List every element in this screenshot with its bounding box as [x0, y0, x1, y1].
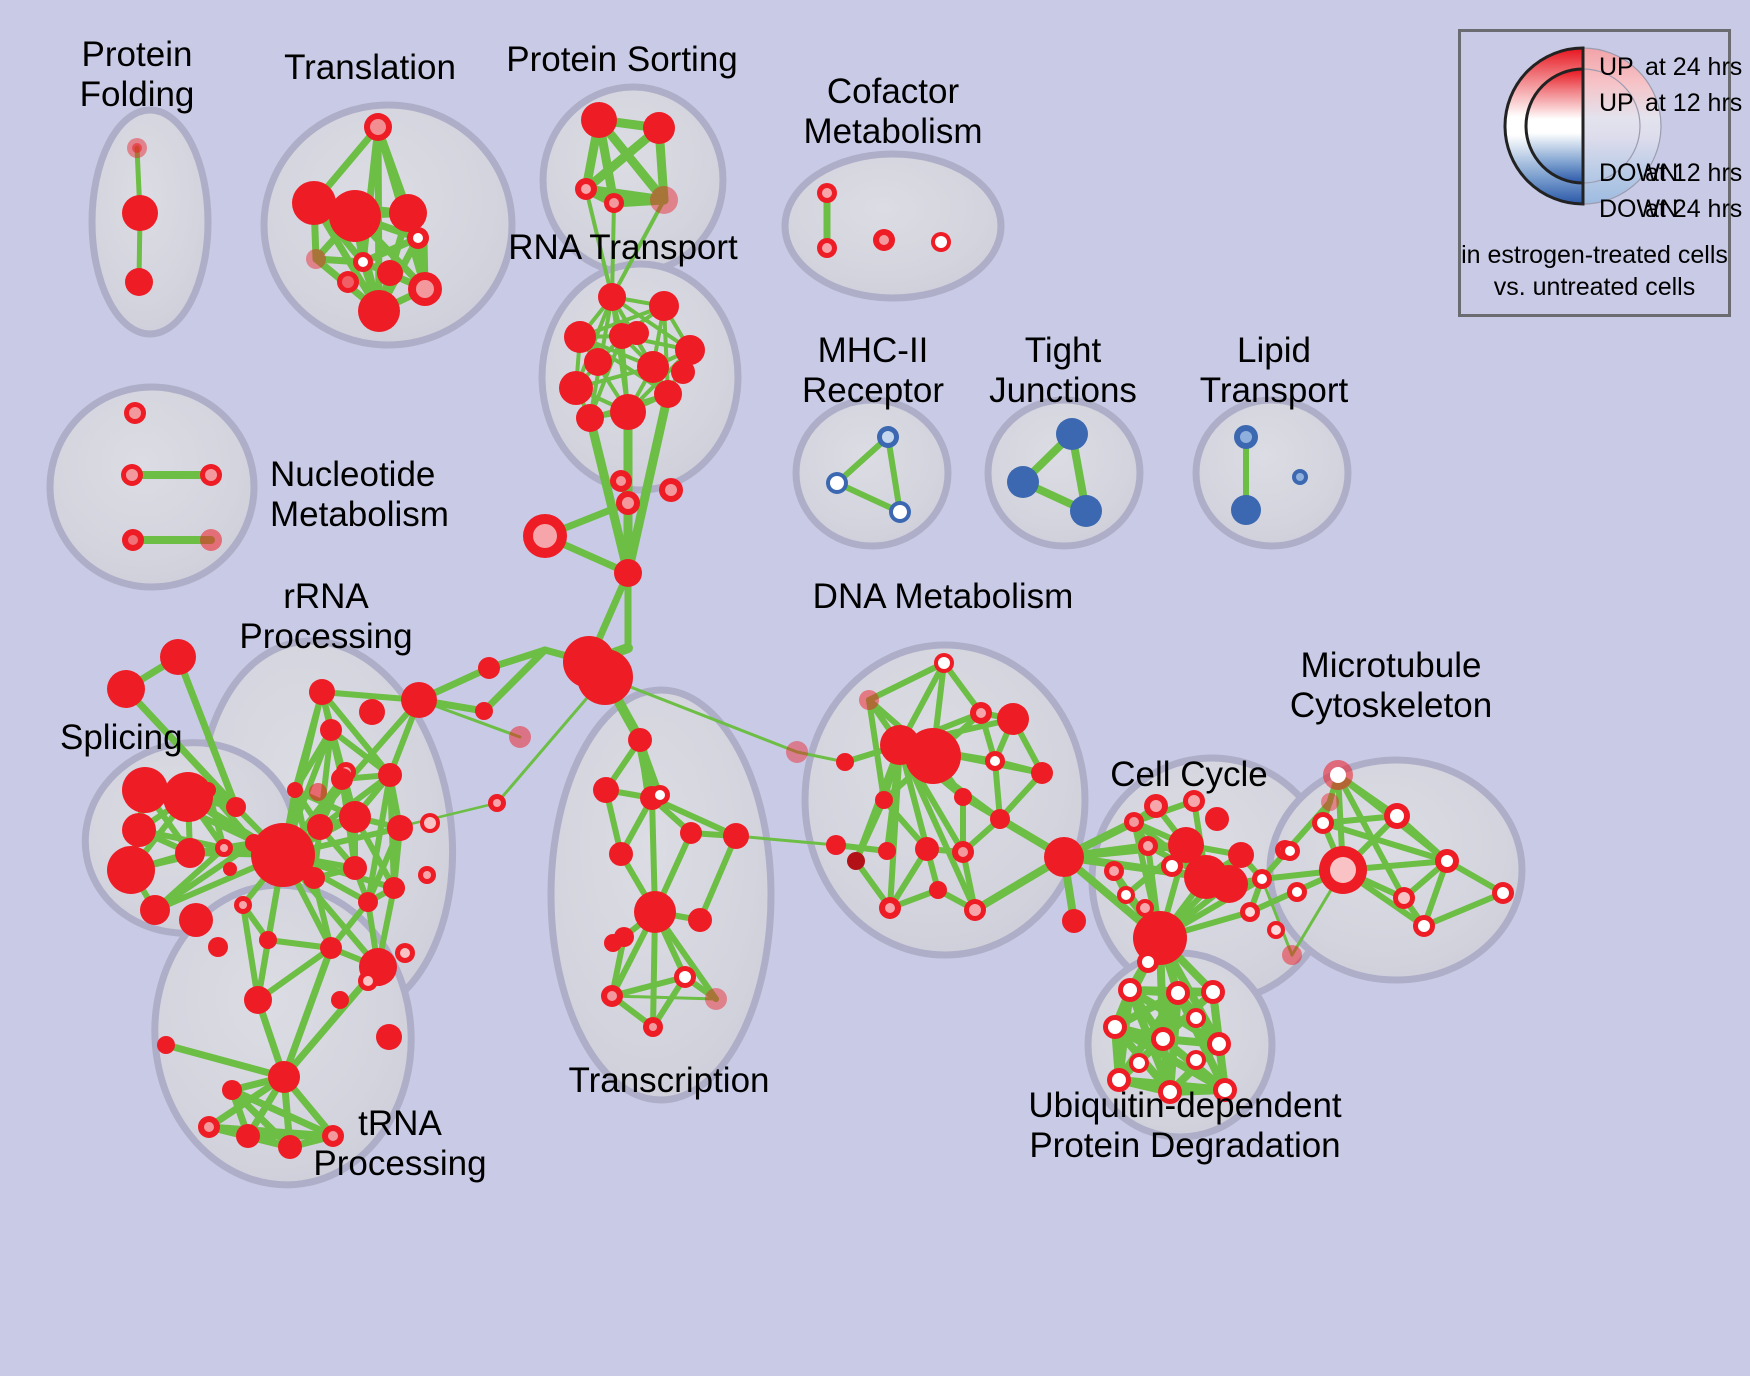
legend-time-down-12: at 12 hrs [1645, 159, 1743, 187]
cluster-label-translation: Translation [284, 48, 456, 87]
cluster-label-cofactor-metabolism: Cofactor Metabolism [803, 72, 983, 151]
legend-footer-line1: in estrogen-treated cells [1461, 241, 1728, 269]
cluster-label-dna-metabolism: DNA Metabolism [812, 577, 1074, 616]
legend-time-up-12: at 12 hrs [1645, 89, 1743, 117]
cluster-label-ubiquitin-degradation: Ubiquitin-dependent Protein Degradation [1028, 1086, 1342, 1165]
cluster-label-protein-sorting: Protein Sorting [506, 40, 738, 79]
network-nodes [107, 102, 1514, 1159]
cluster-label-transcription: Transcription [568, 1061, 770, 1100]
cluster-label-lipid-transport: Lipid Transport [1199, 331, 1349, 410]
legend-state-up-24: UP [1599, 53, 1634, 81]
cluster-label-splicing: Splicing [60, 718, 183, 757]
legend-box: UP UP DOWN DOWN at 24 hrs at 12 hrs at 1… [1458, 29, 1742, 317]
legend-time-down-24: at 24 hrs [1645, 195, 1743, 223]
legend-state-down-12: DOWN [1599, 159, 1679, 187]
cluster-label-rna-transport: RNA Transport [508, 228, 738, 267]
legend-time-up-24: at 24 hrs [1645, 53, 1743, 81]
cluster-label-mhc-ii-receptor: MHC-II Receptor [801, 331, 945, 410]
legend-state-down-24: DOWN [1599, 195, 1679, 223]
cluster-label-trna-processing: tRNA Processing [313, 1104, 487, 1183]
cluster-label-nucleotide-metabolism: Nucleotide Metabolism [270, 455, 449, 534]
cluster-label-tight-junctions: Tight Junctions [989, 331, 1137, 410]
legend-swatch [1503, 46, 1662, 206]
cluster-label-protein-folding: Protein Folding [79, 35, 195, 114]
legend-footer-line2: vs. untreated cells [1493, 273, 1696, 301]
cluster-label-cell-cycle: Cell Cycle [1110, 755, 1268, 794]
legend-state-up-12: UP [1599, 89, 1634, 117]
cluster-label-microtubule-cytoskeleton: Microtubule Cytoskeleton [1289, 646, 1493, 725]
cluster-label-rrna-processing: rRNA Processing [239, 577, 413, 656]
